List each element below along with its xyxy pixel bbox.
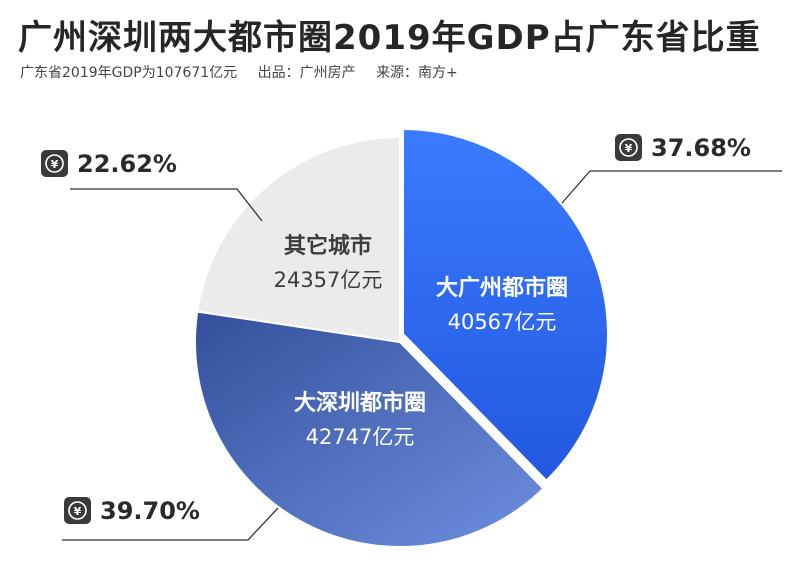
svg-text:¥: ¥ xyxy=(51,158,59,171)
leader-line-others xyxy=(70,188,263,222)
slice-value-guangzhou: 40567亿元 xyxy=(448,310,557,334)
yen-icon xyxy=(615,134,642,161)
subtitle-producer: 出品：广州房产 xyxy=(257,65,356,81)
slice-percent-guangzhou: 37.68% xyxy=(651,134,751,162)
leader-line-shenzhen xyxy=(62,507,279,541)
subtitle-source: 来源：南方+ xyxy=(376,65,458,81)
slice-name-guangzhou: 大广州都市圈 xyxy=(436,275,568,301)
svg-text:¥: ¥ xyxy=(74,505,82,518)
leader-line-guangzhou xyxy=(561,170,782,204)
percent-callout-guangzhou: ¥37.68% xyxy=(615,134,751,162)
slice-percent-others: 22.62% xyxy=(77,150,177,178)
yen-icon xyxy=(41,150,68,177)
slice-value-others: 24357亿元 xyxy=(274,268,383,292)
yen-icon xyxy=(64,497,91,524)
pie-slice-shenzhen xyxy=(194,310,545,548)
slice-percent-shenzhen: 39.70% xyxy=(100,497,200,525)
percent-callout-others: ¥22.62% xyxy=(41,150,177,178)
subtitle: 广东省2019年GDP为107671亿元 出品：广州房产 来源：南方+ xyxy=(20,62,474,82)
pie-slice-guangzhou xyxy=(402,127,609,482)
slice-name-others: 其它城市 xyxy=(284,233,372,259)
pie-slice-others xyxy=(196,135,401,344)
page-title: 广州深圳两大都市圈2019年GDP占广东省比重 xyxy=(18,18,761,58)
slice-value-shenzhen: 42747亿元 xyxy=(306,425,415,449)
subtitle-total: 广东省2019年GDP为107671亿元 xyxy=(20,65,238,81)
slice-name-shenzhen: 大深圳都市圈 xyxy=(294,390,426,416)
percent-callout-shenzhen: ¥39.70% xyxy=(64,497,200,525)
svg-text:¥: ¥ xyxy=(625,142,633,155)
